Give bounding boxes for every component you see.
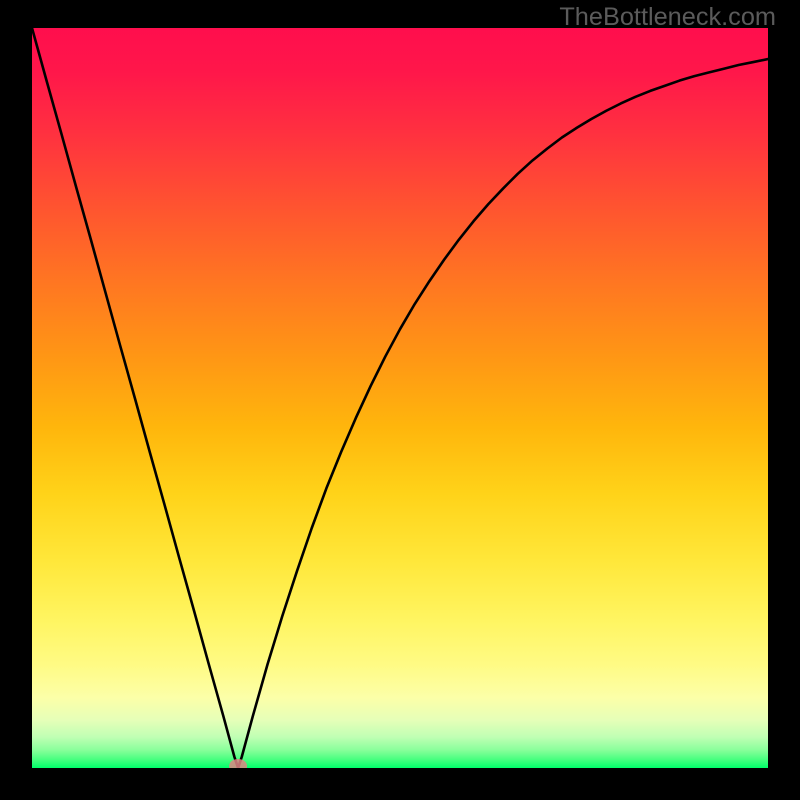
watermark-text: TheBottleneck.com: [559, 3, 776, 32]
bottleneck-curve: [32, 28, 768, 768]
plot-area: [32, 28, 768, 768]
curve-path: [32, 28, 768, 768]
min-marker: [229, 759, 247, 768]
